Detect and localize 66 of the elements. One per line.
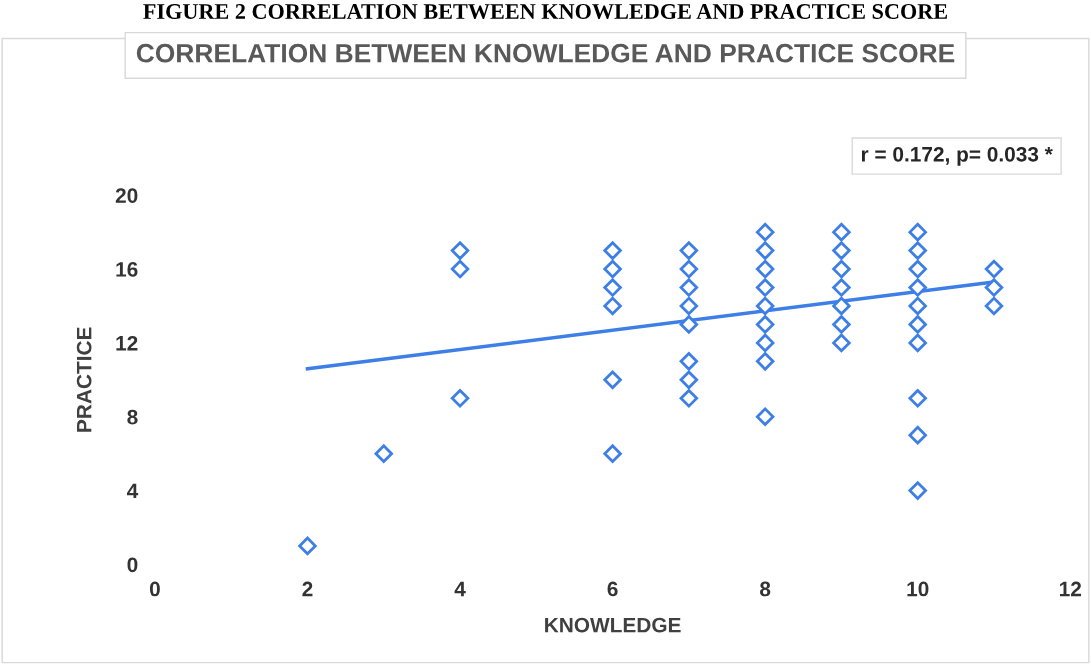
point — [832, 241, 851, 260]
point — [908, 425, 927, 445]
point — [603, 241, 622, 260]
x-tick-label: 10 — [907, 581, 929, 597]
point — [832, 296, 851, 316]
point — [603, 444, 622, 463]
point — [908, 296, 927, 316]
point — [298, 536, 317, 556]
point — [603, 259, 622, 279]
point — [832, 333, 851, 353]
y-tick-label: 4 — [126, 483, 139, 499]
point — [755, 315, 775, 334]
point — [679, 315, 699, 334]
point — [832, 315, 851, 334]
x-tick-label: 12 — [1060, 581, 1082, 597]
point — [450, 259, 470, 279]
point — [755, 296, 775, 316]
text: r = 0.172, p= 0.033 * — [861, 146, 1053, 166]
point — [450, 389, 470, 408]
point — [603, 296, 622, 316]
point — [679, 389, 699, 408]
point — [374, 444, 394, 463]
point — [755, 259, 775, 279]
x-axis-title: KNOWLEDGE — [545, 617, 681, 633]
y-axis-title: PRACTICE — [76, 327, 92, 432]
point — [755, 241, 775, 260]
y-tick-label: 12 — [116, 335, 138, 351]
point — [679, 296, 699, 316]
point — [832, 278, 851, 297]
x-tick-label: 2 — [302, 581, 313, 597]
y-tick-label: 0 — [127, 557, 138, 573]
y-tick-label: 8 — [127, 409, 138, 425]
chart-title: CORRELATION BETWEEN KNOWLEDGE AND PRACTICE SCORE — [136, 43, 955, 63]
point — [679, 278, 699, 297]
point — [908, 278, 927, 297]
y-tick-label: 20 — [115, 188, 138, 203]
point — [603, 370, 622, 390]
point — [832, 222, 851, 242]
point — [908, 389, 927, 408]
point — [908, 259, 927, 279]
point — [679, 352, 699, 371]
point — [755, 407, 775, 426]
x-tick-label: 8 — [760, 581, 771, 597]
point — [603, 278, 622, 297]
point — [755, 278, 775, 297]
caption: FIGURE 2 CORRELATION BETWEEN KNOWLEDGE AND PRACTICE SCORE — [143, 4, 947, 20]
point — [679, 259, 699, 279]
point — [984, 278, 1004, 297]
point — [984, 259, 1004, 279]
point — [755, 352, 775, 371]
point — [908, 333, 927, 353]
x-tick-label: 6 — [607, 581, 618, 597]
point — [984, 296, 1004, 316]
x-tick-label: 0 — [149, 581, 160, 597]
point — [755, 333, 775, 353]
point — [755, 222, 775, 242]
point — [908, 222, 927, 242]
point — [679, 370, 699, 390]
point — [832, 259, 851, 279]
point — [908, 315, 927, 334]
point — [908, 481, 927, 500]
point — [450, 241, 470, 260]
point — [679, 241, 699, 260]
point — [908, 241, 927, 260]
y-tick-label: 16 — [116, 262, 138, 277]
x-tick-label: 4 — [454, 581, 466, 597]
